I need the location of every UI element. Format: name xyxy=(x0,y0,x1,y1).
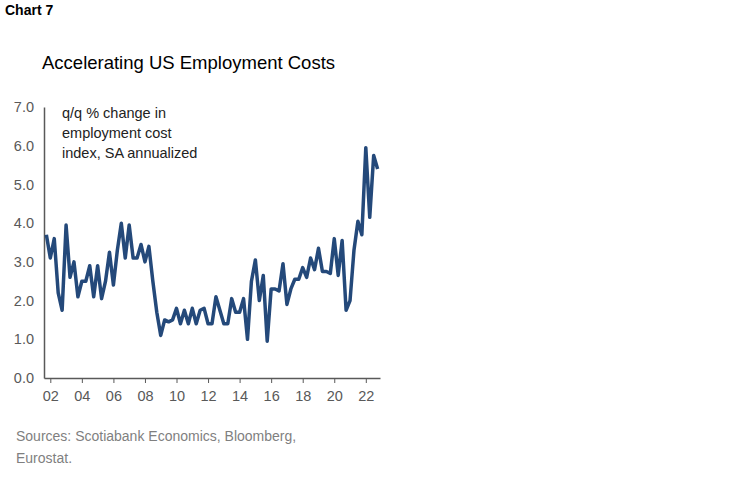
x-tick-label: 12 xyxy=(200,388,216,404)
title: Accelerating US Employment Costs xyxy=(42,52,335,73)
y-tick: 6.0 xyxy=(14,138,44,154)
x-tick: 14 xyxy=(232,378,248,404)
x-axis: 02 04 06 08 10 12 14 16 18 20 22 xyxy=(43,378,381,404)
x-tick: 12 xyxy=(200,378,216,404)
y-tick-label: 4.0 xyxy=(14,215,34,231)
x-tick: 16 xyxy=(264,378,280,404)
x-tick-label: 14 xyxy=(232,388,248,404)
x-tick-mark xyxy=(208,378,209,383)
x-tick-mark xyxy=(334,378,335,383)
y-tick: 4.0 xyxy=(14,215,44,231)
x-tick: 08 xyxy=(137,378,153,404)
x-tick: 10 xyxy=(169,378,185,404)
x-tick: 02 xyxy=(43,378,59,404)
chart: Chart 7 Accelerating US Employment Costs 0… xyxy=(0,0,750,482)
x-tick-mark xyxy=(145,378,146,383)
x-tick-label: 22 xyxy=(358,388,374,404)
y-tick-label: 6.0 xyxy=(14,138,34,154)
x-tick-mark xyxy=(271,378,272,383)
y-tick-label: 0.0 xyxy=(14,370,34,386)
y-tick-label: 7.0 xyxy=(14,99,34,115)
x-tick-label: 10 xyxy=(169,388,185,404)
plot-area xyxy=(46,148,377,342)
y-tick-label: 2.0 xyxy=(14,293,34,309)
y-tick: 0.0 xyxy=(14,370,44,386)
x-tick: 04 xyxy=(74,378,90,404)
chart-label: Chart 7 xyxy=(5,2,53,18)
x-tick-label: 18 xyxy=(295,388,311,404)
x-tick-label: 08 xyxy=(137,388,153,404)
y-axis: 0.0 1.0 2.0 3.0 4.0 5.0 6.0 7.0 xyxy=(14,99,45,386)
annotation-line: q/q % change in xyxy=(62,105,166,121)
annotation: q/q % change in employment cost index, SA … xyxy=(62,105,197,161)
x-tick-mark xyxy=(240,378,241,383)
y-tick-label: 3.0 xyxy=(14,254,34,270)
x-tick-label: 20 xyxy=(327,388,343,404)
annotation-line: employment cost xyxy=(62,125,172,141)
x-tick: 06 xyxy=(106,378,122,404)
source-line: Sources: Scotiabank Economics, Bloomberg… xyxy=(16,428,296,444)
x-tick-mark xyxy=(113,378,114,383)
y-tick: 2.0 xyxy=(14,293,44,309)
x-tick-label: 02 xyxy=(43,388,59,404)
x-tick-label: 06 xyxy=(106,388,122,404)
y-tick-label: 5.0 xyxy=(14,177,34,193)
x-tick-mark xyxy=(82,378,83,383)
annotation-line: index, SA annualized xyxy=(62,145,197,161)
x-tick: 20 xyxy=(327,378,343,404)
x-tick-mark xyxy=(366,378,367,383)
x-tick: 18 xyxy=(295,378,311,404)
y-tick: 5.0 xyxy=(14,177,44,193)
x-tick-label: 04 xyxy=(74,388,90,404)
data-line xyxy=(46,148,377,342)
y-tick: 7.0 xyxy=(14,99,44,115)
x-tick-label: 16 xyxy=(264,388,280,404)
x-axis-line xyxy=(45,378,381,380)
source-line: Eurostat. xyxy=(16,450,72,466)
y-tick-label: 1.0 xyxy=(14,331,34,347)
x-tick: 22 xyxy=(358,378,374,404)
x-tick-mark xyxy=(50,378,51,383)
y-tick: 1.0 xyxy=(14,331,44,347)
x-tick-mark xyxy=(303,378,304,383)
y-tick: 3.0 xyxy=(14,254,44,270)
source: Sources: Scotiabank Economics, Bloomberg… xyxy=(16,428,296,466)
y-axis-line xyxy=(44,108,46,379)
x-tick-mark xyxy=(177,378,178,383)
